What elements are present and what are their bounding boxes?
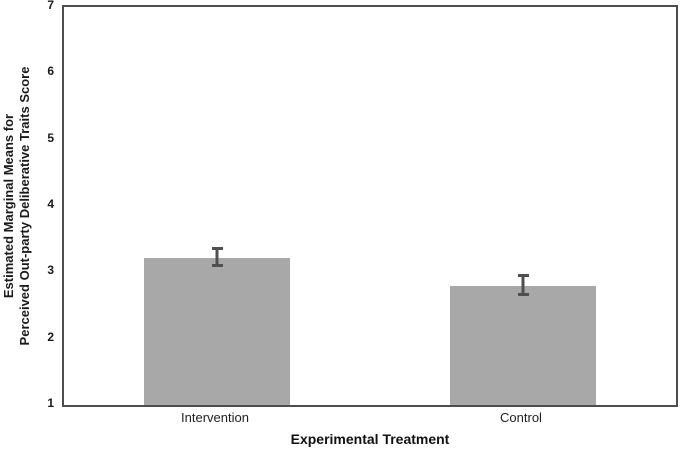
bar-intervention <box>143 257 291 405</box>
error-bar-control <box>517 274 529 296</box>
error-bar-intervention-cap-bottom <box>211 264 223 268</box>
x-axis-title: Experimental Treatment <box>290 431 450 447</box>
error-bar-control-stem <box>521 274 525 296</box>
x-category-label-control: Control <box>500 410 542 425</box>
y-tick-label-1: 1 <box>47 396 54 410</box>
y-tick-label-6: 6 <box>47 64 54 79</box>
bar-control <box>449 285 597 405</box>
y-tick-label-5: 5 <box>47 130 54 145</box>
error-bar-control-cap-bottom <box>517 292 529 296</box>
error-bar-intervention-stem <box>215 247 219 268</box>
x-axis-category-labels: Intervention Control <box>62 411 678 427</box>
y-tick-label-2: 2 <box>47 329 54 344</box>
y-tick-label-7: 7 <box>47 0 54 12</box>
y-axis-tick-labels: 1 2 3 4 5 6 7 <box>0 0 54 409</box>
x-category-label-intervention: Intervention <box>181 410 249 425</box>
y-tick-label-3: 3 <box>47 263 54 278</box>
y-tick-label-4: 4 <box>47 197 54 211</box>
error-bar-intervention <box>211 247 223 268</box>
plot-area <box>62 5 678 407</box>
